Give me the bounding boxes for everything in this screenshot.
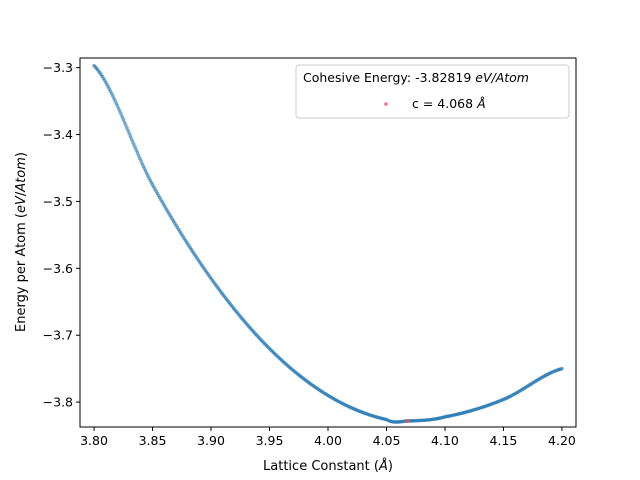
data-point: [118, 109, 122, 114]
x-axis-label-close: ): [388, 459, 393, 474]
legend-marker: [384, 102, 388, 106]
data-point: [119, 112, 123, 116]
y-axis-label-unit2: Atom: [14, 157, 29, 193]
y-tick-label: −3.5: [43, 194, 73, 209]
legend: Cohesive Energy: -3.82819 eV/Atom c = 4.…: [295, 64, 570, 119]
x-tick-label: 3.90: [197, 433, 225, 448]
y-tick-label: −3.4: [43, 127, 73, 142]
y-axis-ticks: −3.3 −3.4 −3.5 −3.6 −3.7 −3.8: [43, 60, 80, 410]
y-axis-label-close: ): [14, 152, 29, 157]
x-tick-label: 4.05: [373, 433, 401, 448]
x-axis-label-text: Lattice Constant (: [263, 459, 379, 474]
minimum-point-layer: [405, 418, 410, 423]
y-tick-label: −3.7: [43, 328, 73, 343]
data-point: [126, 128, 130, 133]
data-point: [560, 366, 564, 371]
data-point: [127, 131, 132, 136]
legend-title-prefix: Cohesive Energy: -3.82819: [303, 70, 475, 85]
y-axis-label: Energy per Atom (eV/Atom): [14, 152, 29, 332]
legend-entry: c = 4.068 Å: [412, 96, 486, 111]
y-axis-label-unit: eV: [14, 195, 29, 213]
y-tick-label: −3.6: [43, 261, 73, 276]
legend-box: [295, 64, 570, 119]
y-tick-label: −3.3: [43, 60, 73, 75]
legend-title-unit: eV/Atom: [475, 70, 529, 85]
data-point: [135, 151, 140, 155]
x-tick-label: 3.85: [139, 433, 167, 448]
data-point: [132, 142, 136, 147]
x-axis-label-unit: Å: [378, 458, 388, 474]
y-axis-label-text: Energy per Atom (: [14, 213, 29, 332]
data-point: [121, 117, 126, 122]
data-point: [128, 134, 133, 138]
data-point: [120, 114, 124, 119]
y-tick-label: −3.8: [43, 395, 73, 410]
minimum-point: [405, 418, 410, 423]
data-point: [123, 123, 128, 127]
legend-entry-unit: Å: [476, 96, 486, 111]
x-tick-label: 4.10: [431, 433, 459, 448]
x-axis-label: Lattice Constant (Å): [263, 458, 393, 474]
x-tick-label: 3.80: [80, 433, 108, 448]
data-point: [130, 139, 135, 144]
legend-entry-prefix: c = 4.068: [412, 96, 477, 111]
x-tick-label: 4.00: [314, 433, 342, 448]
legend-title: Cohesive Energy: -3.82819 eV/Atom: [303, 70, 529, 85]
y-axis-label-slash: /: [14, 191, 29, 196]
x-axis-ticks: 3.80 3.85 3.90 3.95 4.00 4.05 4.10 4.15 4.20: [80, 427, 576, 448]
data-point: [133, 145, 137, 150]
data-point: [134, 148, 139, 152]
x-tick-label: 4.15: [490, 433, 518, 448]
data-point: [129, 137, 134, 141]
data-points-layer: [92, 63, 564, 424]
x-tick-label: 3.95: [256, 433, 284, 448]
data-point: [136, 153, 141, 158]
data-point: [125, 126, 129, 130]
data-point: [122, 120, 127, 125]
x-tick-label: 4.20: [548, 433, 576, 448]
